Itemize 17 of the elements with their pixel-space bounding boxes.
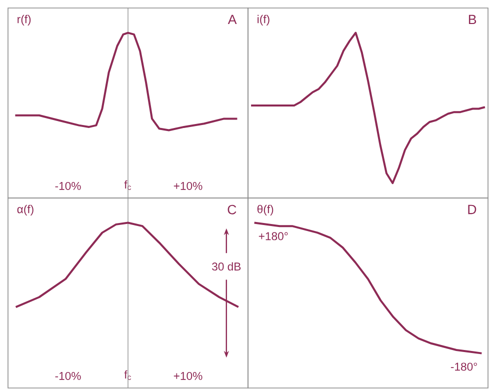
chart-title: B bbox=[468, 14, 476, 24]
y-axis-title: α(f) bbox=[17, 204, 34, 216]
chart-title: C bbox=[228, 204, 236, 214]
annotation: -180° bbox=[450, 362, 477, 371]
x-tick-label: +10% bbox=[174, 372, 202, 380]
annotation: +180° bbox=[258, 232, 288, 240]
annotation: 30 dB bbox=[212, 262, 241, 271]
x-tick-label: f$_{c}$ bbox=[124, 370, 132, 380]
y-axis-title: θ(f) bbox=[257, 204, 274, 216]
y-axis-title: r(f) bbox=[18, 14, 31, 26]
chart-title: D bbox=[468, 204, 476, 214]
x-tick-label: -10% bbox=[55, 372, 81, 380]
y-axis-title: i(f) bbox=[258, 14, 270, 26]
x-tick-label: f$_{c}$ bbox=[124, 180, 132, 190]
x-tick-label: -10% bbox=[55, 182, 81, 190]
chart-title: A bbox=[228, 14, 237, 24]
x-tick-label: +10% bbox=[174, 182, 202, 190]
